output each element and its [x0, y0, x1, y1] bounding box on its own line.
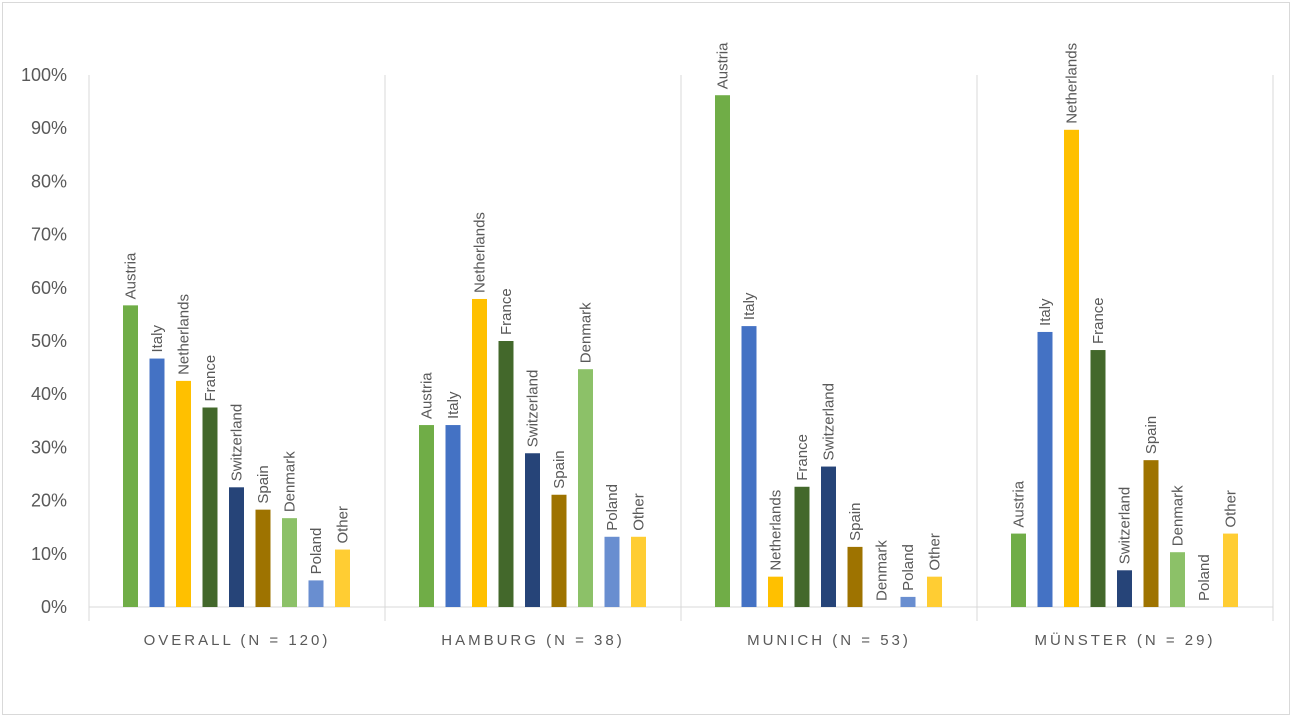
bar: [604, 536, 620, 607]
y-tick-label: 50%: [31, 331, 67, 351]
bar-category-label: Austria: [419, 372, 436, 419]
bar: [794, 486, 810, 607]
bar: [768, 576, 783, 607]
y-tick-label: 20%: [31, 491, 67, 511]
bar-category-label: Italy: [149, 325, 166, 353]
y-tick-label: 0%: [41, 597, 67, 617]
bar-category-label: France: [498, 288, 515, 335]
bar-category-label: Netherlands: [176, 294, 193, 375]
bar: [631, 536, 646, 607]
bar-category-label: Italy: [1037, 298, 1054, 326]
x-group-label: HAMBURG (N = 38): [441, 632, 624, 649]
bar: [255, 509, 271, 607]
bar: [419, 425, 434, 607]
bar-category-label: Poland: [604, 484, 621, 531]
bar: [1011, 533, 1026, 607]
bar: [741, 326, 757, 607]
bar-category-label: Italy: [741, 292, 758, 320]
bar-category-label: Netherlands: [768, 490, 785, 571]
bar: [1090, 350, 1106, 607]
bar-category-label: France: [1090, 297, 1107, 344]
y-tick-label: 10%: [31, 544, 67, 564]
y-tick-label: 40%: [31, 384, 67, 404]
y-tick-label: 80%: [31, 171, 67, 191]
bar: [445, 425, 461, 607]
bar-category-label: Switzerland: [821, 383, 838, 461]
y-tick-label: 90%: [31, 118, 67, 138]
bar: [282, 518, 297, 607]
bar-category-label: Spain: [1143, 416, 1160, 454]
bar: [525, 453, 540, 607]
bar: [308, 580, 324, 607]
bar-chart: 0% 10% 20% 30% 40% 50% 60% 70% 80% 90% 100% OVERALL…: [21, 42, 1274, 649]
bar: [202, 407, 218, 607]
bar: [578, 369, 593, 607]
x-group-label: MUNICH (N = 53): [747, 632, 911, 649]
bar-category-label: Switzerland: [525, 370, 542, 448]
bar: [551, 494, 567, 607]
bar-category-label: Austria: [715, 42, 732, 89]
chart-bars: [123, 95, 1238, 607]
bar-category-label: Denmark: [578, 302, 595, 363]
bar-category-label: Austria: [123, 252, 140, 299]
bar: [1170, 552, 1185, 607]
bar: [821, 466, 836, 607]
bar: [1223, 533, 1238, 607]
bar-category-label: Poland: [1196, 554, 1213, 601]
bar-category-label: Poland: [308, 528, 325, 575]
x-group-label: OVERALL (N = 120): [144, 632, 331, 649]
y-tick-label: 30%: [31, 437, 67, 457]
bar: [1143, 460, 1159, 607]
bar: [498, 341, 514, 607]
bar-category-label: Spain: [847, 503, 864, 541]
bar: [1064, 129, 1079, 607]
bar: [927, 576, 942, 607]
bar-category-label: Spain: [551, 450, 568, 488]
bar: [335, 549, 350, 607]
bar: [900, 596, 916, 607]
bar-category-label: Switzerland: [229, 404, 246, 482]
bar: [847, 546, 863, 607]
bar-category-label: Other: [631, 493, 648, 531]
chart-axes: 0% 10% 20% 30% 40% 50% 60% 70% 80% 90% 100% OVERALL…: [21, 65, 1274, 649]
bar: [715, 95, 730, 607]
bar: [176, 380, 191, 607]
bar: [1037, 331, 1053, 607]
bar-category-label: Other: [1223, 490, 1240, 528]
bar-category-label: France: [794, 434, 811, 481]
bar-category-label: Spain: [255, 465, 272, 503]
bar-category-label: Poland: [900, 544, 917, 591]
bar: [1117, 570, 1132, 607]
x-group-label: MÜNSTER (N = 29): [1035, 631, 1216, 649]
y-tick-label: 70%: [31, 225, 67, 245]
bar-category-label: Netherlands: [472, 212, 489, 293]
bar-category-label: France: [202, 355, 219, 402]
y-tick-label: 60%: [31, 278, 67, 298]
bar-category-label: Austria: [1011, 480, 1028, 527]
bar-category-label: Switzerland: [1117, 487, 1134, 565]
bar-category-label: Denmark: [874, 540, 891, 601]
chart-bar-labels: Austria Italy Netherlands France Switzerland…: [123, 42, 1240, 601]
bar-category-label: Other: [335, 506, 352, 544]
bar: [472, 298, 487, 607]
bar: [149, 358, 165, 607]
bar: [229, 487, 244, 607]
bar: [123, 305, 138, 607]
bar-category-label: Denmark: [1170, 485, 1187, 546]
bar-category-label: Italy: [445, 391, 462, 419]
y-tick-label: 100%: [21, 65, 67, 85]
bar-category-label: Other: [927, 533, 944, 571]
bar-category-label: Denmark: [282, 451, 299, 512]
bar-category-label: Netherlands: [1064, 43, 1081, 124]
